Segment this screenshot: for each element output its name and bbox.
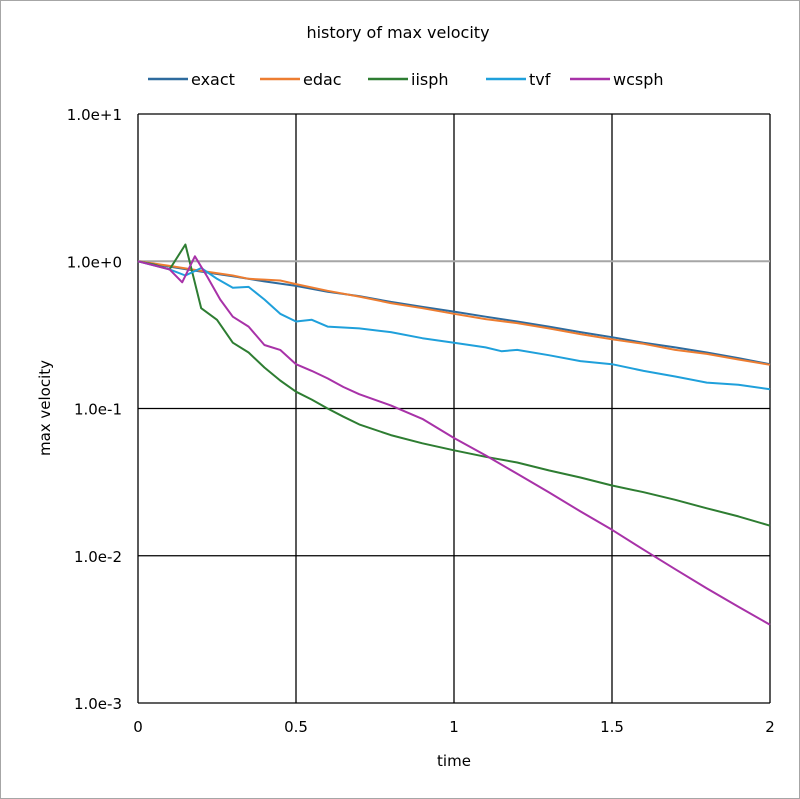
x-axis-label: time <box>437 752 471 770</box>
legend-label-tvf: tvf <box>529 70 551 89</box>
x-tick-label: 1 <box>449 718 459 736</box>
legend-label-iisph: iisph <box>411 70 449 89</box>
y-tick-label: 1.0e-3 <box>74 695 122 713</box>
legend-label-exact: exact <box>191 70 235 89</box>
y-tick-label: 1.0e-2 <box>74 548 122 566</box>
x-tick-label: 0.5 <box>284 718 308 736</box>
y-axis-label: max velocity <box>36 360 54 456</box>
x-axis-ticks: 0 0.5 1 1.5 2 <box>133 718 775 736</box>
legend: exact edac iisph tvf wcsph <box>148 70 664 89</box>
y-tick-label: 1.0e-1 <box>74 401 122 419</box>
series-layer <box>137 243 771 626</box>
series-line-tvf <box>137 260 771 391</box>
grid <box>137 113 771 704</box>
x-tick-label: 2 <box>765 718 775 736</box>
legend-label-wcsph: wcsph <box>613 70 664 89</box>
chart-title: history of max velocity <box>306 23 489 42</box>
x-tick-label: 0 <box>133 718 143 736</box>
series-line-wcsph <box>137 255 771 626</box>
y-tick-label: 1.0e+0 <box>67 253 122 271</box>
legend-label-edac: edac <box>303 70 342 89</box>
series-line-iisph <box>137 243 771 527</box>
x-tick-label: 1.5 <box>600 718 624 736</box>
y-tick-label: 1.0e+1 <box>67 106 122 124</box>
series-line-edac <box>137 260 771 366</box>
y-axis-ticks: 1.0e+1 1.0e+0 1.0e-1 1.0e-2 1.0e-3 <box>67 106 122 713</box>
